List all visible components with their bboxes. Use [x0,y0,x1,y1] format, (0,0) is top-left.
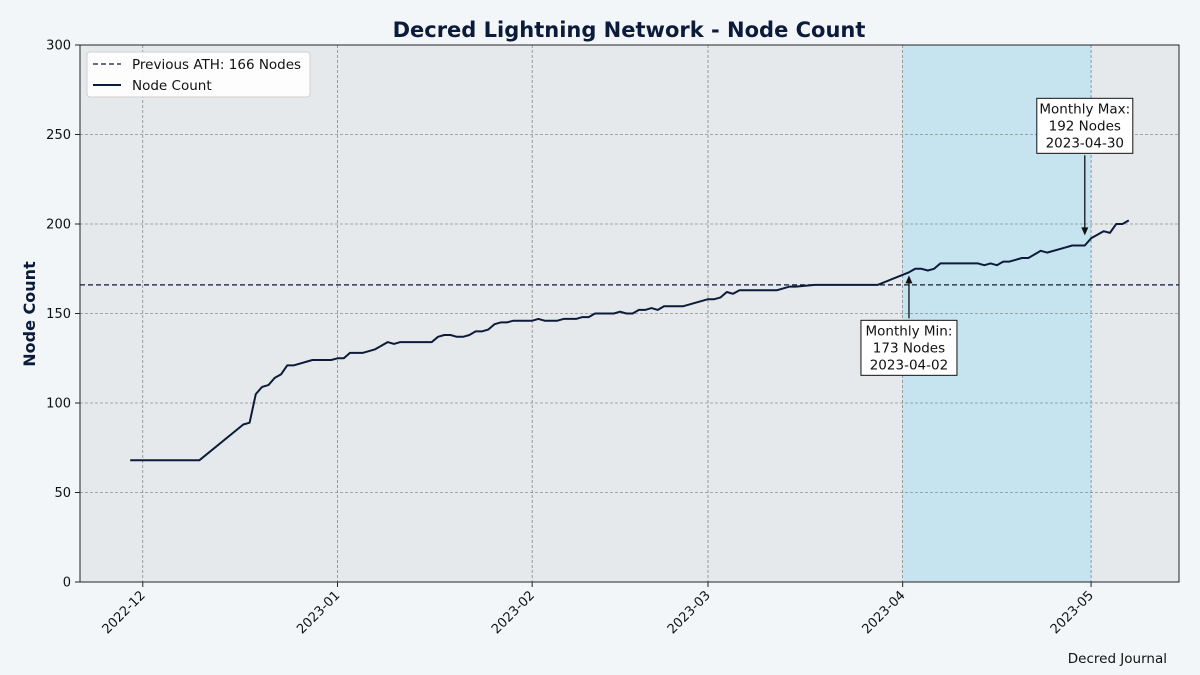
monthly-min-arrowhead [905,275,913,284]
monthly-min-box [860,319,958,376]
monthly-min-text: 173 Nodes [873,340,945,356]
y-tick-label: 300 [46,39,71,54]
legend-node-count-label: Node Count [132,78,212,94]
y-tick-label: 150 [46,307,71,322]
monthly-max-text: 192 Nodes [1049,118,1121,134]
legend: Previous ATH: 166 Nodes Node Count [86,51,311,98]
x-axis-ticks: 2022-12 2023-01 2023-02 2023-03 2023-04 2023-… [100,582,1097,637]
node-count-line [130,219,1130,462]
monthly-min-text: 2023-04-02 [870,357,948,373]
y-tick-label: 50 [54,486,71,501]
x-tick-label: 2023-05 [1048,588,1097,637]
legend-box [86,51,311,98]
y-axis-ticks: 0 50 100 150 200 250 300 [46,39,80,591]
grid-lines [80,45,1179,582]
y-axis-label: Node Count [20,261,39,367]
x-tick-label: 2023-01 [294,588,343,637]
footer-credit: Decred Journal [1068,651,1167,667]
x-tick-label: 2022-12 [100,588,149,637]
legend-ath-label: Previous ATH: 166 Nodes [132,57,301,73]
y-tick-label: 250 [46,128,71,143]
y-tick-label: 100 [46,397,71,412]
x-tick-label: 2023-03 [665,588,714,637]
monthly-max-text: 2023-04-30 [1046,135,1124,151]
monthly-max-text: Monthly Max: [1039,101,1130,117]
y-tick-label: 200 [46,218,71,233]
chart-title: Decred Lightning Network - Node Count [393,18,866,42]
monthly-max-arrowhead [1081,227,1089,236]
monthly-min-text: Monthly Min: [866,323,953,339]
y-tick-label: 0 [63,576,71,591]
x-tick-label: 2023-02 [489,588,538,637]
monthly-max-box [1036,97,1134,154]
x-tick-label: 2023-04 [859,588,908,637]
